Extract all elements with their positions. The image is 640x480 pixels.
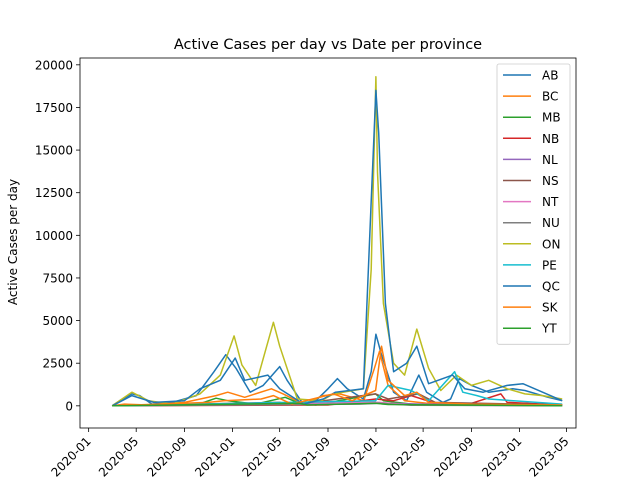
series-line-yt	[112, 402, 563, 407]
legend-label: MB	[542, 111, 561, 125]
legend-label: NT	[542, 195, 559, 209]
series-line-qc	[111, 89, 563, 407]
legend-label: ON	[542, 237, 560, 251]
legend-label: QC	[542, 280, 560, 294]
y-tick-label: 0	[65, 399, 73, 413]
y-axis-label: Active Cases per day	[6, 179, 20, 305]
y-tick-label: 7500	[42, 271, 73, 285]
legend-label: BC	[542, 90, 558, 104]
legend-label: AB	[542, 69, 558, 83]
legend-label: NU	[542, 216, 560, 230]
y-axis: 0 2500 5000 7500 10000 12500 15000 17500 20000	[35, 58, 80, 413]
legend-label: NB	[542, 132, 559, 146]
plot-area	[79, 57, 577, 429]
legend-label: SK	[542, 301, 559, 315]
y-tick-label: 2500	[42, 357, 73, 371]
series-line-sk	[112, 345, 563, 407]
y-tick-label: 10000	[35, 229, 73, 243]
legend-label: NL	[542, 153, 558, 167]
legend: AB BC MB NB NL NS NT NU ON PE QC SK YT	[496, 63, 571, 345]
legend-box	[496, 63, 571, 345]
y-tick-label: 20000	[35, 58, 73, 72]
series-group	[111, 76, 563, 407]
legend-label: NS	[542, 174, 559, 188]
legend-label: PE	[542, 258, 557, 272]
legend-label: YT	[541, 322, 557, 336]
chart-title: Active Cases per day vs Date per provinc…	[174, 37, 482, 53]
y-tick-label: 5000	[42, 314, 73, 328]
y-tick-label: 12500	[35, 186, 73, 200]
series-line-pe	[112, 370, 563, 407]
series-line-mb	[112, 393, 563, 407]
y-tick-label: 15000	[35, 144, 73, 158]
y-tick-label: 17500	[35, 101, 73, 115]
series-line-on	[111, 76, 563, 407]
